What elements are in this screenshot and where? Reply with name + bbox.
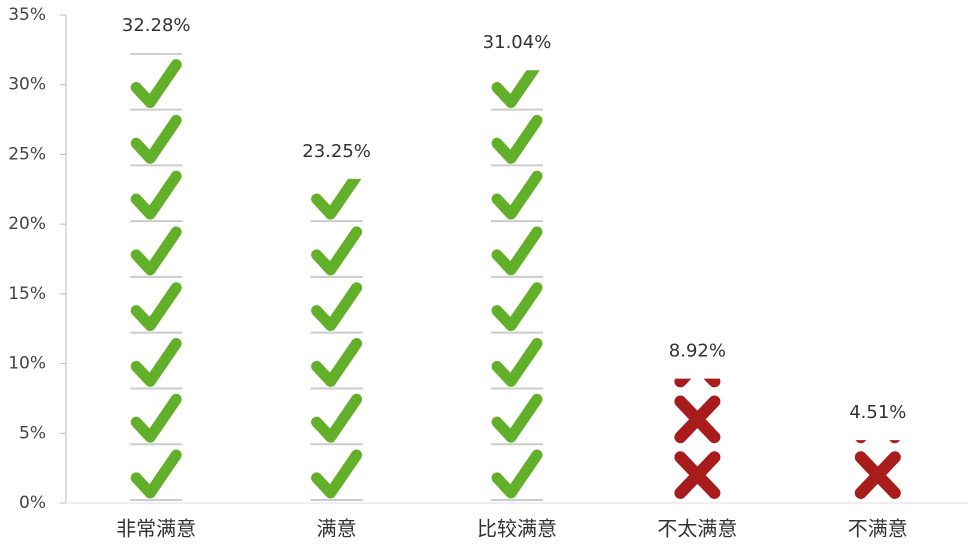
check-icon (130, 170, 182, 220)
value-label: 4.51% (849, 402, 906, 423)
y-tick-label: 10% (8, 354, 46, 374)
check-icon (311, 393, 363, 443)
x-tick-label: 不满意 (848, 517, 908, 541)
x-tick-label: 非常满意 (116, 517, 196, 541)
bar (310, 178, 363, 501)
check-icon (311, 178, 362, 220)
check-icon (491, 170, 543, 220)
y-tick-label: 5% (19, 423, 46, 443)
cross-icon (674, 451, 721, 499)
y-tick-label: 0% (19, 493, 46, 513)
check-icon (130, 449, 182, 499)
bar (674, 378, 721, 499)
y-tick-label: 35% (8, 5, 46, 25)
check-icon (491, 70, 540, 109)
check-icon (311, 282, 363, 332)
check-icon (311, 226, 363, 276)
y-tick-label: 30% (8, 75, 46, 95)
y-tick-label: 20% (8, 214, 46, 234)
x-tick-label: 不太满意 (657, 517, 737, 541)
bar (854, 440, 901, 499)
cross-icon (674, 395, 721, 444)
bar (491, 70, 543, 501)
y-tick-label: 15% (8, 284, 46, 304)
bar (130, 52, 183, 501)
cross-icon (854, 451, 901, 499)
check-icon (491, 226, 543, 276)
check-icon (491, 282, 543, 332)
check-icon (130, 337, 182, 387)
check-icon (311, 449, 363, 499)
value-label: 32.28% (122, 15, 191, 36)
check-icon (130, 59, 182, 109)
x-tick-label: 比较满意 (477, 517, 557, 541)
check-icon (491, 393, 543, 443)
x-tick-label: 满意 (317, 517, 357, 541)
y-tick-label: 25% (8, 144, 46, 164)
value-label: 31.04% (483, 32, 552, 53)
check-icon (130, 114, 182, 164)
check-icon (130, 226, 182, 276)
check-icon (130, 282, 182, 332)
check-icon (130, 393, 182, 443)
value-label: 8.92% (669, 341, 726, 362)
check-icon (491, 337, 543, 387)
check-icon (311, 337, 363, 387)
check-icon (491, 449, 543, 499)
value-label: 23.25% (302, 141, 371, 162)
check-icon (491, 114, 543, 164)
